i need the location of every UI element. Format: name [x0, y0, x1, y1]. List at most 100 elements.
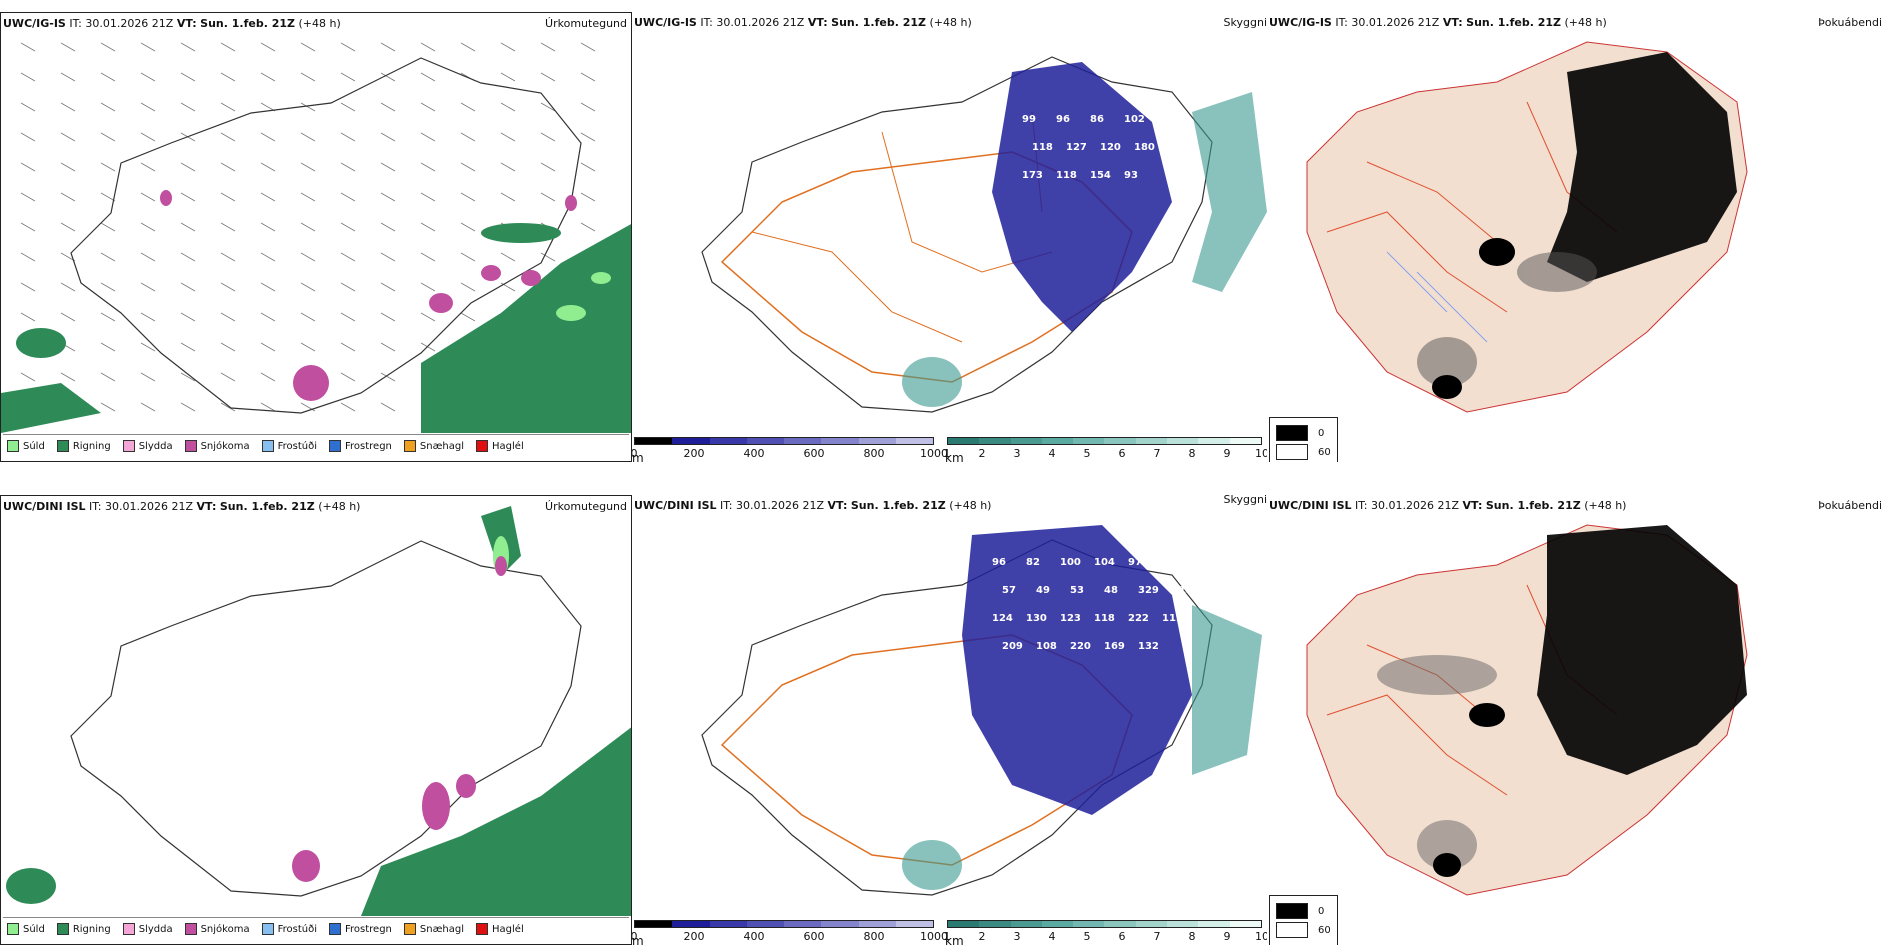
- legend-label: Haglél: [492, 440, 524, 452]
- fog-legend-swatch: [1276, 425, 1308, 441]
- iceland-visibility-map: 99 96 86 102 118 127 120 180 173 118 154 93: [701, 56, 1267, 413]
- panel-title: Skyggni: [1223, 495, 1267, 506]
- colorbar-tick: 1: [943, 447, 951, 460]
- visibility-value-label: 329: [1138, 585, 1159, 596]
- visibility-value-label: 173: [1022, 170, 1043, 181]
- colorbar-tick: 8: [1188, 447, 1196, 460]
- visibility-value-label: 86: [1090, 114, 1104, 125]
- colorbar-tick: 2: [978, 930, 986, 943]
- colorbar-tick: 800: [863, 447, 885, 460]
- legend-item: Frostregn: [329, 923, 392, 935]
- colorbar-tick: 200: [683, 930, 705, 943]
- panel-header: UWC/IG-IS IT: 30.01.2026 21Z VT: Sun. 1.…: [634, 16, 972, 29]
- iceland-precip-map: [1, 42, 631, 433]
- visibility-value-label: 104: [1094, 557, 1115, 568]
- legend-label: Frostúði: [277, 923, 317, 935]
- iceland-fog-map: [1306, 41, 1748, 413]
- fog-legend-swatch: [1276, 903, 1308, 919]
- legend-item: Snjókoma: [184, 440, 250, 452]
- iceland-fog-map: [1306, 524, 1748, 896]
- legend-swatch: [56, 923, 69, 935]
- colorbar-tick: 1000: [920, 447, 948, 460]
- panel-header: UWC/IG-IS IT: 30.01.2026 21Z VT: Sun. 1.…: [3, 17, 341, 30]
- legend-swatch: [329, 440, 341, 452]
- legend-swatch: [476, 440, 489, 452]
- visibility-value-label: 102: [1124, 114, 1145, 125]
- colorbar-tick: 6: [1118, 930, 1126, 943]
- legend-item: Haglél: [476, 440, 524, 452]
- legend-item: Rigning: [56, 440, 111, 452]
- fog-legend-swatch: [1276, 922, 1308, 938]
- colorbar-tick: 600: [803, 930, 825, 943]
- visibility-value-label: 119: [1162, 613, 1183, 624]
- iceland-visibility-map: 96 82 100 104 97 50 57 49 53 48 329 112 124 130 123 118…: [701, 525, 1262, 896]
- visibility-value-label: 220: [1070, 641, 1091, 652]
- legend-swatch: [7, 923, 19, 935]
- colorbar-tick: 8: [1188, 930, 1196, 943]
- visibility-value-label: 209: [1002, 641, 1023, 652]
- visibility-value-label: 124: [992, 613, 1013, 624]
- colorbar-tick: 6: [1118, 447, 1126, 460]
- legend-item: Súld: [7, 440, 45, 452]
- colorbar-tick: 5: [1083, 930, 1091, 943]
- visibility-value-label: 222: [1128, 613, 1149, 624]
- legend-swatch: [184, 440, 197, 452]
- colorbar-tick: 3: [1013, 930, 1021, 943]
- visibility-value-label: 154: [1090, 170, 1111, 181]
- fog-legend-swatch: [1276, 444, 1308, 460]
- legend-item: Slydda: [122, 923, 173, 935]
- fog-legend: 0 60: [1269, 895, 1338, 945]
- fog-legend-label: 60: [1318, 924, 1331, 936]
- legend-item: Frostregn: [329, 440, 392, 452]
- legend-swatch: [56, 440, 69, 452]
- visibility-value-label: 48: [1104, 585, 1118, 596]
- colorbar-tick: 1: [943, 930, 951, 943]
- colorbar-tick: 0: [632, 447, 638, 460]
- legend-label: Snæhagl: [419, 440, 465, 452]
- visibility-value-label: 180: [1134, 142, 1155, 153]
- colorbar-tick: 10: [1255, 930, 1267, 943]
- legend-label: Snjókoma: [200, 440, 250, 452]
- panel-title: Þokuábendi: [1818, 499, 1882, 512]
- panel-title: Þokuábendi: [1818, 16, 1882, 29]
- colorbar-tick: 5: [1083, 447, 1091, 460]
- colorbar-tick: 0: [632, 930, 638, 943]
- legend-label: Frostúði: [277, 440, 317, 452]
- legend-swatch: [403, 440, 416, 452]
- legend-label: Snjókoma: [200, 923, 250, 935]
- colorbar-tick: 9: [1223, 447, 1231, 460]
- visibility-value-label: 118: [1032, 142, 1053, 153]
- legend-item: Slydda: [122, 440, 173, 452]
- fog-legend-row: 60: [1276, 444, 1331, 460]
- fog-legend-row: 60: [1276, 922, 1331, 938]
- colorbar-tick: 10: [1255, 447, 1267, 460]
- fog-legend-label: 0: [1318, 905, 1325, 917]
- legend-label: Súld: [23, 440, 45, 452]
- visibility-value-label: 112: [1172, 585, 1193, 596]
- fog-index-panel-top: UWC/IG-IS IT: 30.01.2026 21Z VT: Sun. 1.…: [1267, 12, 1900, 462]
- fog-index-panel-bottom: UWC/DINI ISL IT: 30.01.2026 21Z VT: Sun.…: [1267, 495, 1900, 945]
- legend-label: Slydda: [138, 923, 173, 935]
- legend-swatch: [476, 923, 489, 935]
- legend-swatch: [403, 923, 416, 935]
- precip-legend: Súld Rigning Slydda Snjókoma Frostúði Frostre…: [3, 434, 629, 457]
- legend-label: Snæhagl: [419, 923, 465, 935]
- panel-title: Skyggni: [1223, 16, 1267, 29]
- legend-swatch: [184, 923, 197, 935]
- fog-legend-label: 0: [1318, 427, 1325, 439]
- colorbar-tick: 200: [683, 447, 705, 460]
- colorbar-tick: 800: [863, 930, 885, 943]
- colorbar-tick: 4: [1048, 930, 1056, 943]
- legend-item: Frostúði: [261, 440, 317, 452]
- visibility-panel-bottom: UWC/DINI ISL IT: 30.01.2026 21Z VT: Sun.…: [632, 495, 1267, 945]
- visibility-panel-top: UWC/IG-IS IT: 30.01.2026 21Z VT: Sun. 1.…: [632, 12, 1267, 462]
- visibility-value-label: 132: [1138, 641, 1159, 652]
- fog-legend: 0 60: [1269, 417, 1338, 462]
- visibility-value-label: 93: [1124, 170, 1138, 181]
- fog-legend-label: 60: [1318, 446, 1331, 458]
- legend-swatch: [7, 440, 19, 452]
- colorbar-tick: 9: [1223, 930, 1231, 943]
- fog-legend-row: 0: [1276, 425, 1331, 441]
- colorbar-tick: 3: [1013, 447, 1021, 460]
- visibility-value-label: 118: [1056, 170, 1077, 181]
